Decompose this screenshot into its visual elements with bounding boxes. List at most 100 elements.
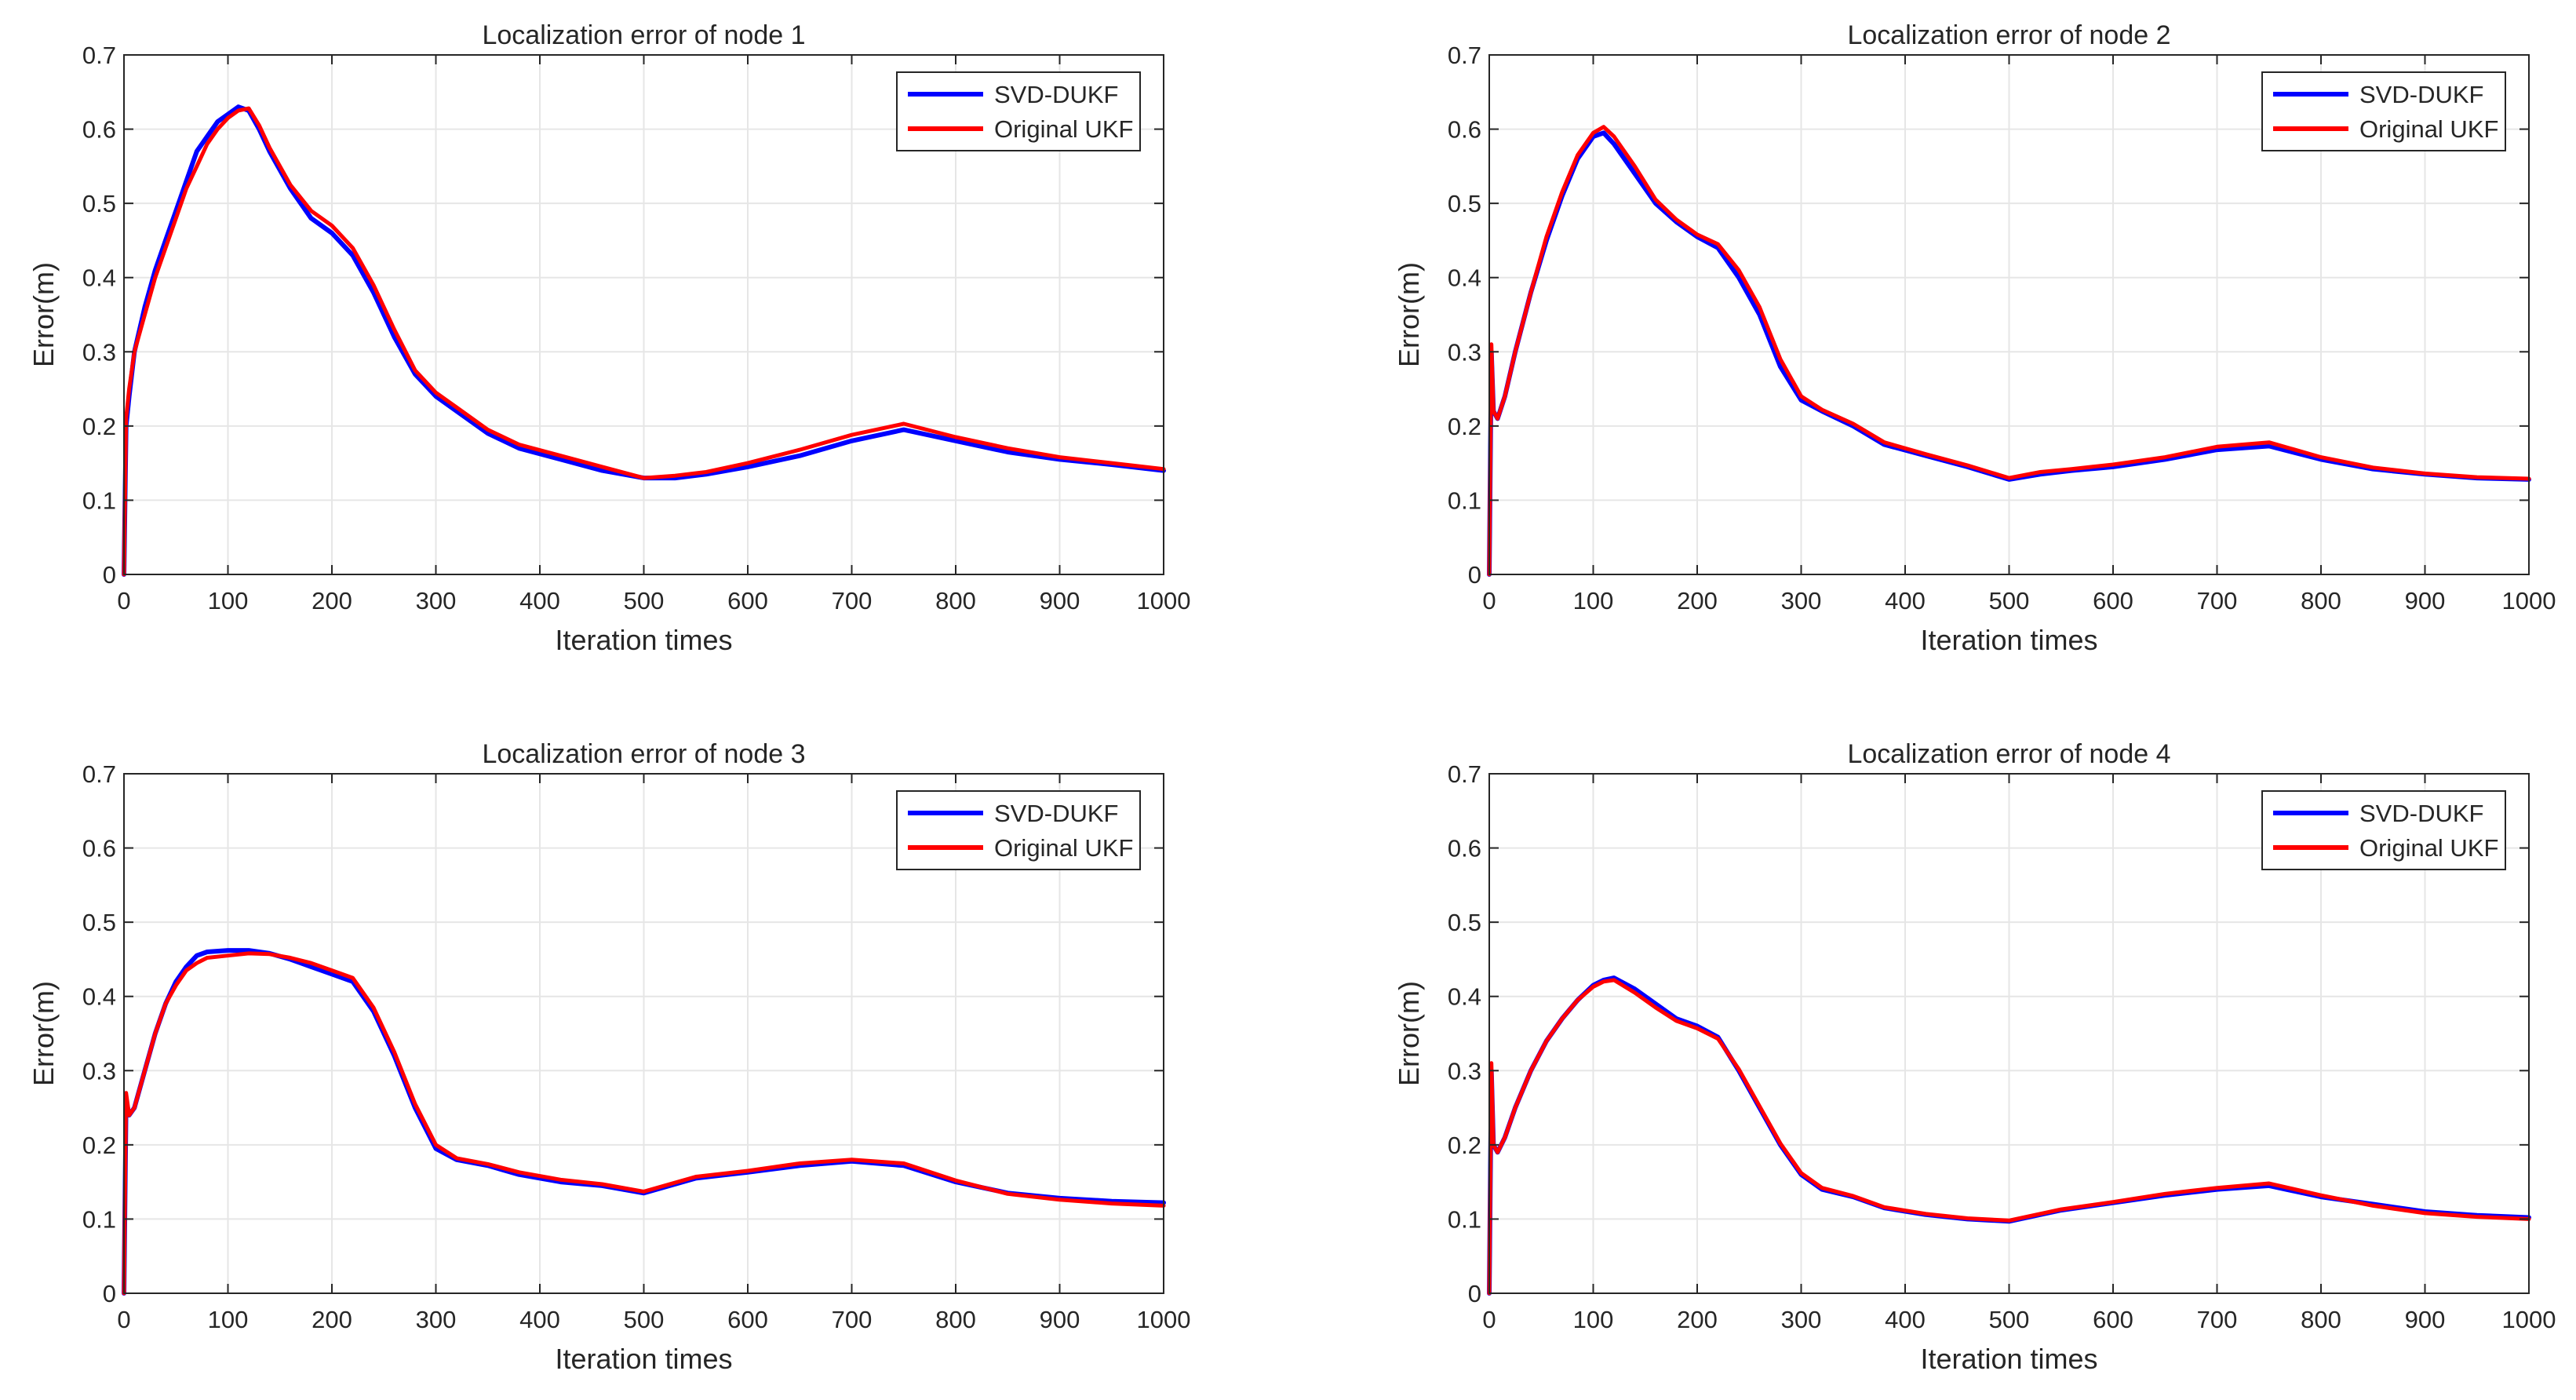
x-tick-label: 900 (1040, 1306, 1080, 1333)
x-tick-label: 600 (727, 1306, 768, 1333)
legend-label: Original UKF (2359, 115, 2498, 143)
y-tick-label: 0 (103, 1280, 116, 1307)
legend-label: Original UKF (2359, 834, 2498, 862)
chart-title: Localization error of node 3 (482, 739, 805, 769)
y-tick-label: 0.7 (82, 760, 116, 788)
y-tick-label: 0.1 (1448, 487, 1481, 514)
x-tick-label: 700 (832, 587, 873, 614)
series-line-original-ukf (1487, 125, 2531, 577)
y-tick-label: 0.6 (82, 835, 116, 862)
y-tick-label: 0 (103, 561, 116, 589)
y-axis-label: Error(m) (27, 262, 60, 367)
x-tick-label: 700 (832, 1306, 873, 1333)
y-tick-label: 0.4 (82, 264, 116, 292)
y-tick-label: 0.5 (1448, 190, 1481, 217)
x-tick-label: 400 (1885, 1306, 1926, 1333)
x-tick-label: 800 (935, 1306, 976, 1333)
x-tick-label: 900 (1040, 587, 1080, 614)
y-tick-label: 0.6 (82, 116, 116, 144)
x-tick-label: 1000 (2502, 587, 2556, 614)
series-line-original-ukf (122, 106, 1166, 577)
x-tick-label: 300 (1781, 587, 1822, 614)
x-tick-label: 1000 (1137, 587, 1191, 614)
x-tick-label: 500 (624, 587, 665, 614)
x-tick-label: 200 (1677, 1306, 1718, 1333)
y-tick-label: 0.2 (1448, 413, 1481, 440)
x-tick-label: 700 (2197, 587, 2238, 614)
y-tick-label: 0.3 (1448, 338, 1481, 366)
x-tick-label: 800 (935, 587, 976, 614)
x-tick-label: 500 (624, 1306, 665, 1333)
x-tick-label: 300 (416, 1306, 457, 1333)
x-tick-label: 600 (2093, 1306, 2133, 1333)
x-tick-label: 0 (1482, 1306, 1496, 1333)
series-line-svd-dukf (122, 104, 1166, 577)
series-line-original-ukf (122, 951, 1166, 1296)
x-tick-label: 800 (2301, 587, 2341, 614)
x-tick-label: 400 (519, 1306, 560, 1333)
y-tick-label: 0.3 (82, 338, 116, 366)
y-tick-label: 0.2 (82, 413, 116, 440)
x-tick-label: 400 (519, 587, 560, 614)
legend-label: SVD-DUKF (2359, 81, 2483, 108)
legend-box (896, 790, 1141, 870)
legend-label: SVD-DUKF (2359, 800, 2483, 827)
chart-title: Localization error of node 1 (482, 20, 805, 50)
y-tick-label: 0 (1468, 1280, 1481, 1307)
x-tick-label: 100 (208, 587, 249, 614)
chart-panel-4: 0 100 200 300 400 500 600 700 800 900 1000 0 0.1 0.2 0… (1393, 739, 2556, 1375)
legend-box (2261, 71, 2506, 151)
chart-panel-2: 0 100 200 300 400 500 600 700 800 900 1000 0 0.1 0.2 0… (1393, 20, 2556, 656)
legend: SVD-DUKF Original UKF (2261, 790, 2506, 870)
x-tick-label: 900 (2405, 587, 2446, 614)
x-tick-label: 800 (2301, 1306, 2341, 1333)
legend-box (896, 71, 1141, 151)
legend-label: SVD-DUKF (994, 800, 1118, 827)
chart-title: Localization error of node 4 (1847, 739, 2170, 769)
x-tick-label: 0 (117, 587, 130, 614)
y-tick-label: 0.6 (1448, 835, 1481, 862)
x-axis-label: Iteration times (1920, 1343, 2097, 1375)
y-tick-label: 0.2 (82, 1132, 116, 1159)
x-axis-label: Iteration times (1920, 624, 2097, 656)
x-tick-label: 900 (2405, 1306, 2446, 1333)
x-tick-label: 100 (208, 1306, 249, 1333)
x-tick-label: 100 (1573, 587, 1614, 614)
x-tick-label: 0 (117, 1306, 130, 1333)
chart-panel-1: 0 100 200 300 400 500 600 700 800 900 1000 0 0.1 0.2 0… (27, 20, 1190, 656)
x-tick-label: 200 (312, 587, 352, 614)
x-tick-label: 600 (727, 587, 768, 614)
y-tick-label: 0.1 (82, 487, 116, 514)
x-tick-label: 300 (416, 587, 457, 614)
chart-panel-3: 0 100 200 300 400 500 600 700 800 900 1000 0 0.1 0.2 0… (27, 739, 1190, 1375)
series-line-original-ukf (1487, 978, 2531, 1296)
y-tick-label: 0.7 (1448, 42, 1481, 69)
y-tick-label: 0 (1468, 561, 1481, 589)
y-tick-label: 0.4 (1448, 983, 1481, 1011)
x-tick-label: 500 (1989, 587, 2030, 614)
y-tick-label: 0.1 (1448, 1205, 1481, 1233)
legend: SVD-DUKF Original UKF (2261, 71, 2506, 151)
x-tick-label: 1000 (2502, 1306, 2556, 1333)
y-tick-label: 0.2 (1448, 1132, 1481, 1159)
legend-label: SVD-DUKF (994, 81, 1118, 108)
y-tick-label: 0.3 (1448, 1057, 1481, 1085)
x-tick-label: 1000 (1137, 1306, 1191, 1333)
x-tick-label: 500 (1989, 1306, 2030, 1333)
y-tick-label: 0.3 (82, 1057, 116, 1085)
x-tick-label: 400 (1885, 587, 1926, 614)
x-tick-label: 200 (1677, 587, 1718, 614)
y-axis-label: Error(m) (1393, 981, 1425, 1086)
y-axis-label: Error(m) (27, 981, 60, 1086)
legend: SVD-DUKF Original UKF (896, 790, 1141, 870)
legend-label: Original UKF (994, 115, 1133, 143)
x-tick-label: 700 (2197, 1306, 2238, 1333)
y-tick-label: 0.7 (82, 42, 116, 69)
x-tick-label: 300 (1781, 1306, 1822, 1333)
legend: SVD-DUKF Original UKF (896, 71, 1141, 151)
x-tick-label: 600 (2093, 587, 2133, 614)
y-tick-label: 0.7 (1448, 760, 1481, 788)
y-tick-label: 0.1 (82, 1205, 116, 1233)
x-tick-label: 100 (1573, 1306, 1614, 1333)
